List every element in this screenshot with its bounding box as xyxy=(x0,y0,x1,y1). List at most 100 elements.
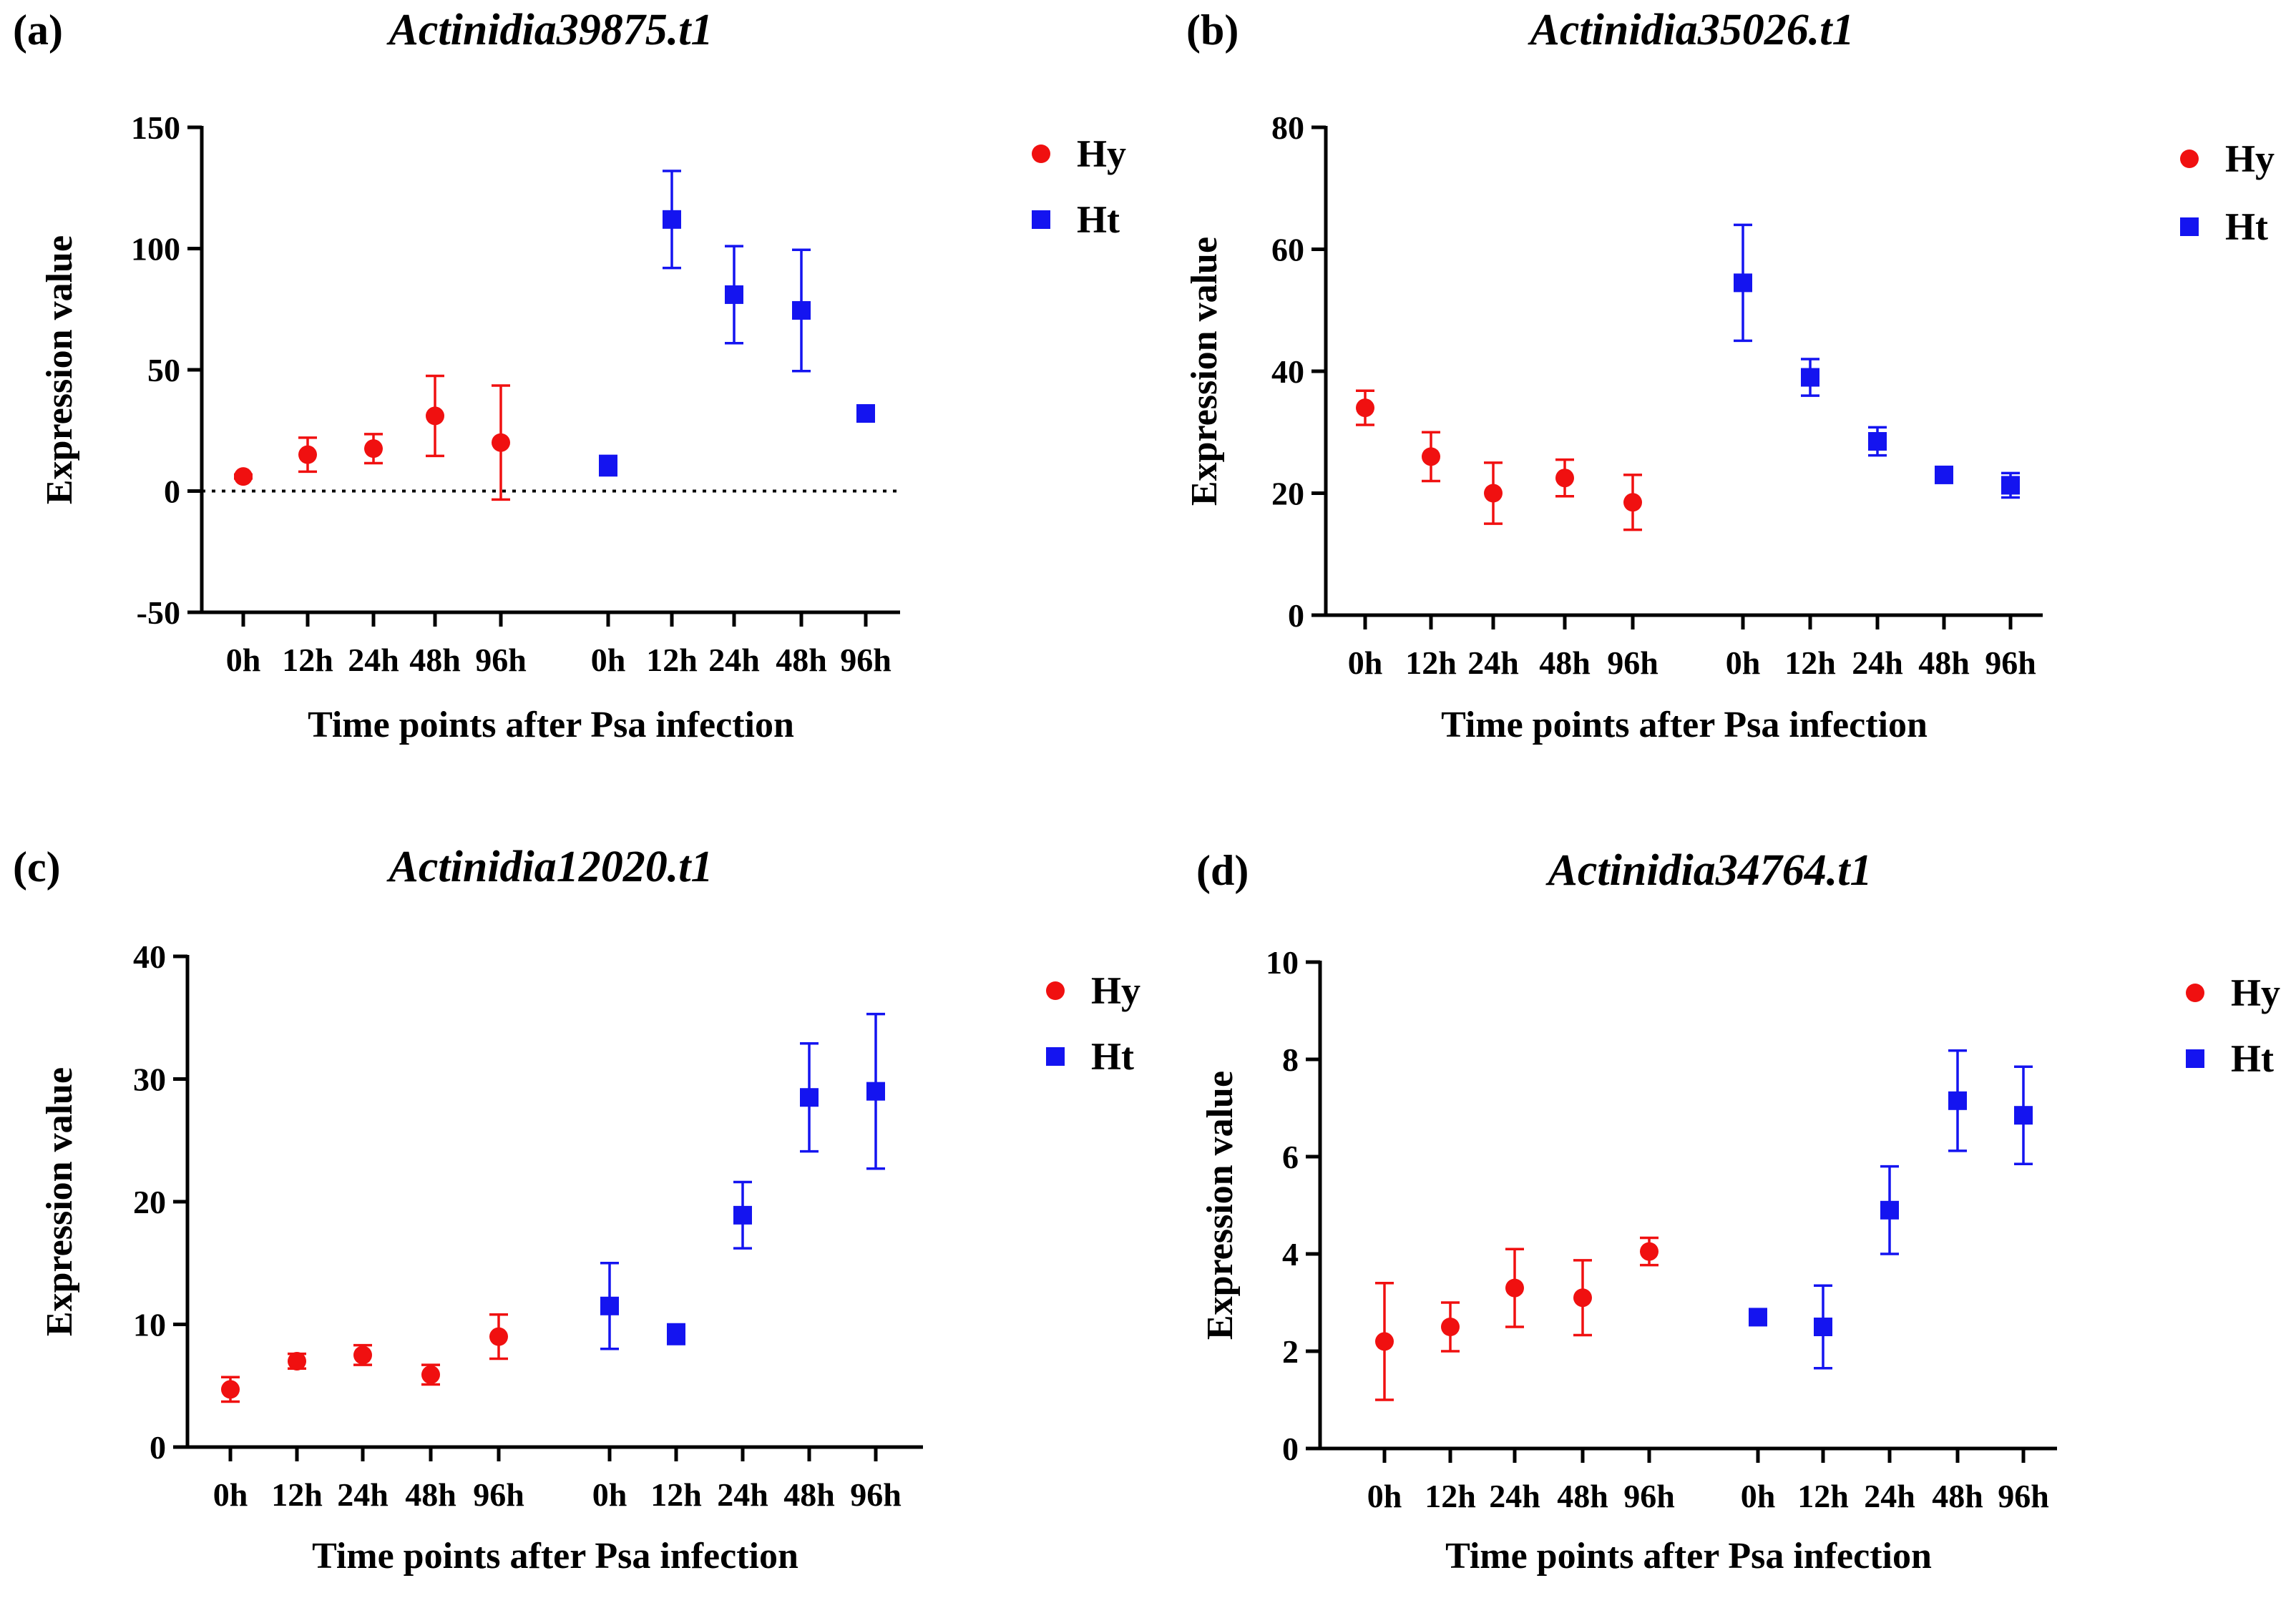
y-tick-label: 20 xyxy=(133,1184,166,1220)
data-point xyxy=(234,467,253,486)
x-tick-label: 96h xyxy=(1998,1478,2049,1514)
data-point xyxy=(2001,476,2020,495)
data-point xyxy=(1868,432,1887,451)
x-axis-label: Time points after Psa infection xyxy=(308,705,794,745)
y-tick-label: 0 xyxy=(1288,597,1304,634)
data-point xyxy=(364,439,383,459)
x-tick-label: 24h xyxy=(348,642,399,678)
data-point xyxy=(1375,1332,1394,1351)
chart-panel-2: (b) Actinidia35026.t1 0 20 40 60 80 0h 12h 24h 48h… xyxy=(1184,6,2275,745)
x-tick-label: 96h xyxy=(1607,644,1659,681)
legend-label-hy: Hy xyxy=(1091,969,1140,1012)
data-point xyxy=(1749,1308,1767,1327)
y-tick-label: 30 xyxy=(133,1062,166,1098)
series-ht xyxy=(600,1012,885,1350)
data-point xyxy=(1814,1318,1832,1336)
y-axis-label: Expression value xyxy=(1184,237,1225,506)
y-tick-label: 0 xyxy=(150,1429,166,1466)
legend-label-ht: Ht xyxy=(2225,205,2268,248)
series-hy xyxy=(1375,1236,1659,1401)
legend-marker-hy xyxy=(2186,984,2204,1002)
chart-title: Actinidia35026.t1 xyxy=(1528,6,1855,54)
x-tick-label: 96h xyxy=(475,642,527,678)
x-axis-label: Time points after Psa infection xyxy=(1445,1536,1932,1577)
y-tick-label: 0 xyxy=(164,474,180,510)
data-point xyxy=(1935,465,1953,484)
x-tick-label: 12h xyxy=(1425,1478,1476,1514)
data-point xyxy=(1441,1318,1460,1336)
series-hy xyxy=(234,374,510,501)
chart-title: Actinidia39875.t1 xyxy=(386,6,713,54)
y-tick-label: 8 xyxy=(1282,1041,1299,1078)
series-ht xyxy=(1749,1049,2033,1370)
x-tick-label: 12h xyxy=(1405,644,1457,681)
x-tick-label: 48h xyxy=(783,1476,835,1513)
data-point xyxy=(1801,368,1819,387)
legend-marker-ht xyxy=(1046,1047,1065,1066)
legend-marker-ht xyxy=(1032,210,1050,229)
data-point xyxy=(1640,1242,1659,1261)
legend-marker-hy xyxy=(2180,149,2199,168)
data-point xyxy=(1356,398,1374,418)
x-tick-label: 0h xyxy=(1741,1478,1776,1514)
legend-marker-ht xyxy=(2186,1049,2204,1068)
legend: Hy Ht xyxy=(2180,137,2275,248)
y-axis-label: Expression value xyxy=(39,1067,80,1336)
x-tick-label: 48h xyxy=(409,642,461,678)
x-tick-label: 48h xyxy=(1918,644,1970,681)
x-axis-label: Time points after Psa infection xyxy=(312,1536,798,1577)
chart-title: Actinidia12020.t1 xyxy=(386,843,713,891)
y-tick-label: 2 xyxy=(1282,1333,1299,1370)
y-tick-label: -50 xyxy=(137,594,180,631)
x-tick-label: 24h xyxy=(1864,1478,1915,1514)
x-tick-label: 12h xyxy=(282,642,333,678)
data-point xyxy=(1555,469,1574,488)
y-tick-label: 10 xyxy=(1266,944,1299,981)
legend-label-hy: Hy xyxy=(2231,971,2280,1014)
y-tick-label: 40 xyxy=(133,938,166,975)
legend: Hy Ht xyxy=(1046,969,1140,1078)
y-tick-label: 50 xyxy=(147,352,180,388)
y-tick-label: 4 xyxy=(1282,1236,1299,1273)
data-point xyxy=(663,210,681,229)
data-point xyxy=(856,404,875,423)
x-tick-label: 12h xyxy=(650,1476,702,1513)
data-point xyxy=(1734,273,1752,293)
x-tick-label: 24h xyxy=(717,1476,768,1513)
y-tick-label: 10 xyxy=(133,1307,166,1343)
y-tick-label: 100 xyxy=(131,231,180,268)
y-tick-label: 20 xyxy=(1271,476,1304,512)
chart-panel-3: (c) Actinidia12020.t1 0 10 20 30 40 0h 12h 24h 48h… xyxy=(13,843,1140,1577)
data-point xyxy=(353,1345,372,1365)
legend-marker-hy xyxy=(1046,981,1065,1000)
legend-marker-ht xyxy=(2180,217,2199,236)
x-axis-label: Time points after Psa infection xyxy=(1441,705,1928,745)
data-point xyxy=(298,445,317,464)
x-tick-label: 0h xyxy=(1367,1478,1402,1514)
x-tick-label: 0h xyxy=(1726,644,1761,681)
legend-label-ht: Ht xyxy=(1091,1035,1134,1078)
data-point xyxy=(800,1088,819,1107)
data-point xyxy=(725,285,743,304)
x-tick-label: 0h xyxy=(1348,644,1383,681)
x-tick-label: 96h xyxy=(850,1476,902,1513)
y-tick-label: 0 xyxy=(1282,1431,1299,1467)
y-tick-label: 40 xyxy=(1271,353,1304,390)
legend: Hy Ht xyxy=(2186,971,2280,1080)
y-axis-label: Expression value xyxy=(1200,1071,1241,1340)
y-tick-label: 80 xyxy=(1271,109,1304,146)
y-tick-label: 150 xyxy=(131,109,180,146)
x-tick-label: 24h xyxy=(1852,644,1903,681)
data-point xyxy=(599,456,617,475)
data-point xyxy=(489,1327,508,1346)
x-tick-label: 24h xyxy=(1467,644,1519,681)
legend: Hy Ht xyxy=(1032,132,1126,241)
y-tick-label: 60 xyxy=(1271,232,1304,268)
series-ht xyxy=(1734,223,2020,499)
panel-label: (a) xyxy=(13,6,63,54)
x-tick-label: 48h xyxy=(1557,1478,1608,1514)
x-tick-label: 12h xyxy=(646,642,698,678)
x-tick-label: 96h xyxy=(1985,644,2036,681)
x-tick-label: 12h xyxy=(271,1476,323,1513)
data-point xyxy=(792,300,811,320)
